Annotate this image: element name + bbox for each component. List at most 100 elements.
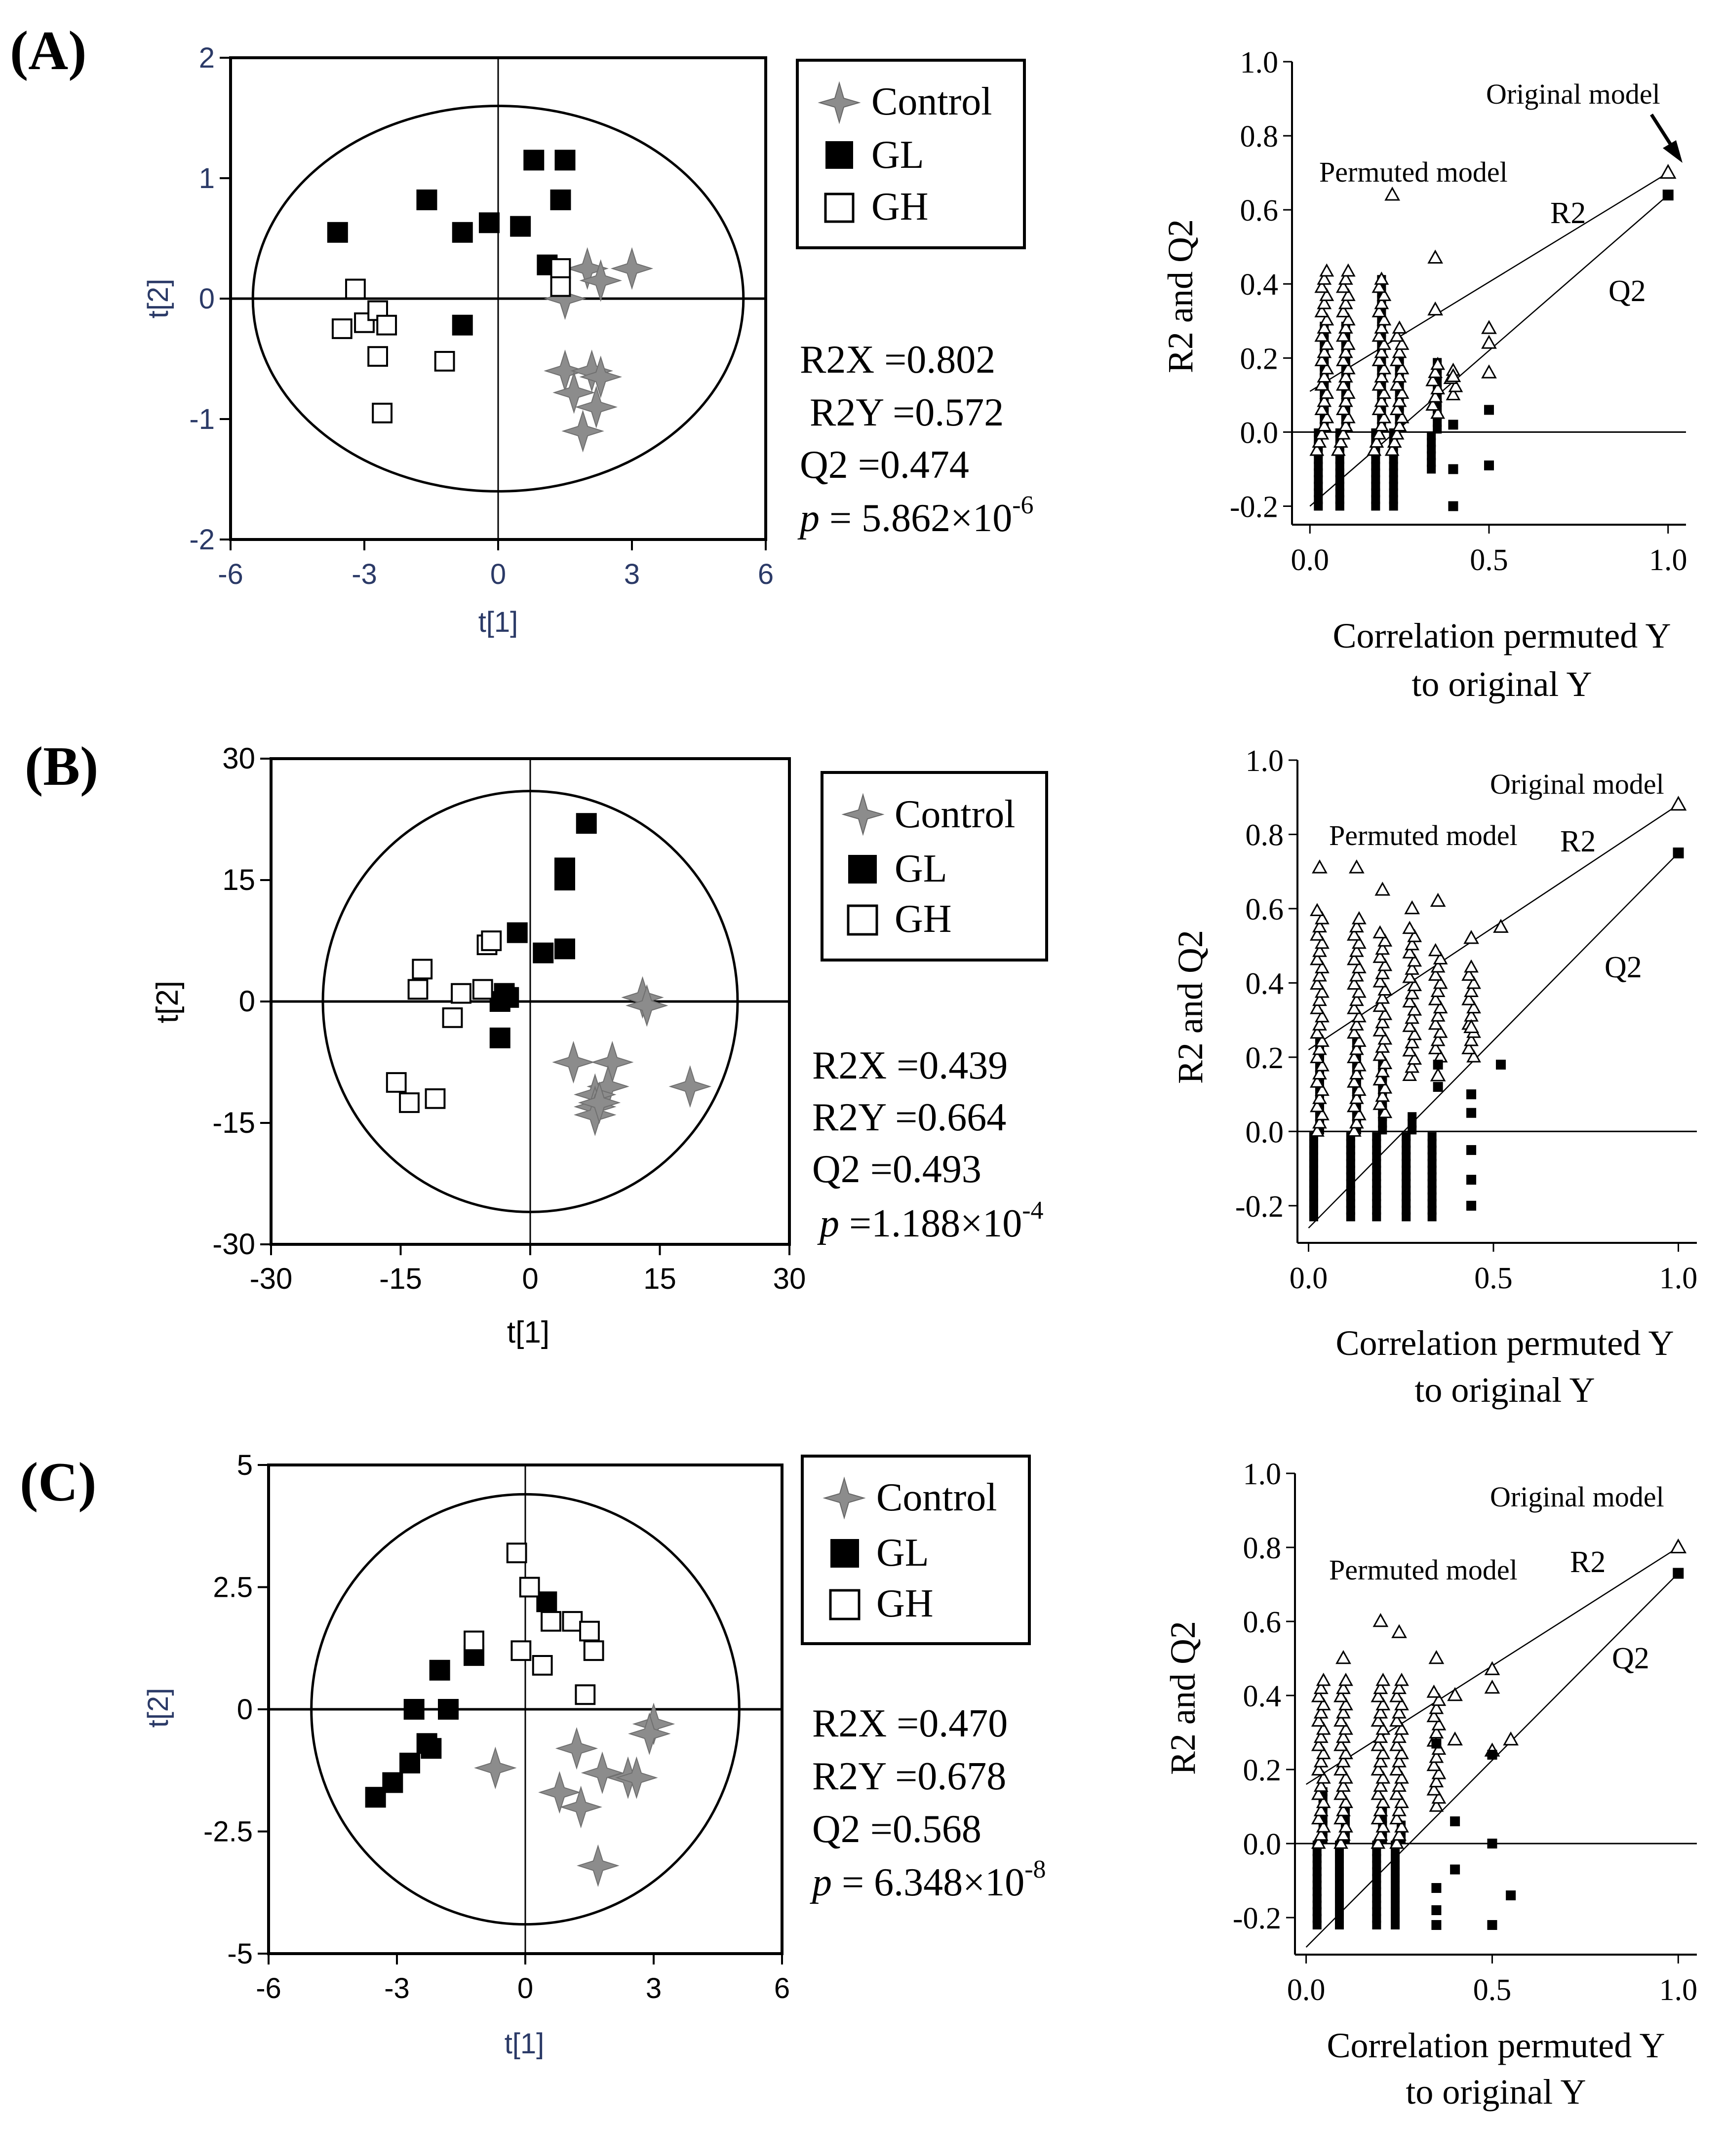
- q2-permuted-point: [1309, 1205, 1318, 1215]
- r2-permuted-point: [1315, 1107, 1330, 1120]
- x-axis-label: t[1]: [478, 606, 518, 638]
- q2-permuted-point: [1402, 1139, 1411, 1148]
- r2-permuted-point: [1430, 1033, 1446, 1046]
- r2-permuted-point: [1313, 1730, 1329, 1743]
- legend-control-label: Control: [871, 80, 992, 123]
- control-point: [577, 1844, 620, 1887]
- r2-permuted-point: [1374, 296, 1389, 309]
- p-mantissa: = 6.348×10: [832, 1861, 1024, 1904]
- r2-permuted-point: [1314, 377, 1330, 391]
- r2-permuted-point: [1389, 353, 1405, 366]
- r2-permuted-point: [1428, 967, 1443, 981]
- legend-control-label: Control: [876, 1476, 997, 1519]
- legend-control-marker: [818, 81, 861, 124]
- score-plot-marks: -6 -3 0 3 6 -2 -1 0 1 2: [189, 42, 774, 590]
- legend-gh-label: GH: [876, 1582, 934, 1625]
- r2-permuted-point: [1407, 1051, 1422, 1065]
- p-symbol: p: [810, 1861, 832, 1904]
- q2-permuted-point: [1402, 1179, 1411, 1188]
- control-point: [575, 385, 618, 428]
- r2-permuted-point: [1374, 418, 1389, 431]
- p-value: p = 5.862×10-6: [797, 491, 1034, 540]
- gh-point: [407, 979, 429, 1000]
- q2-permuted-point: [1402, 1165, 1411, 1175]
- r2-permuted-point: [1333, 1737, 1348, 1751]
- y-tick-label: 5: [237, 1449, 253, 1481]
- r2-permuted-point: [1310, 1123, 1325, 1137]
- r2-regression-line: [1309, 172, 1669, 392]
- r2-permuted-point: [1338, 271, 1353, 285]
- gl-point: [399, 1752, 420, 1773]
- q2-permuted-point: [1371, 501, 1380, 511]
- r2-permuted-point: [1377, 982, 1393, 996]
- r2-permuted-point: [1375, 1064, 1390, 1078]
- q2-permuted-point: [1487, 1839, 1497, 1848]
- r2-permuted-point: [1371, 1737, 1386, 1751]
- q2-permuted-point: [1371, 468, 1380, 477]
- r2-permuted-point: [1315, 984, 1330, 998]
- gh-point: [399, 1092, 420, 1113]
- q2-permuted-point: [1309, 1192, 1318, 1201]
- q2-permuted-point: [1450, 1864, 1460, 1875]
- x-tick-label: 0.0: [1290, 1262, 1328, 1295]
- r2-permuted-point: [1428, 992, 1443, 1005]
- r2-permuted-point: [1336, 1803, 1351, 1816]
- r2-permuted-point: [1340, 410, 1356, 424]
- r2-permuted-point: [1340, 288, 1356, 301]
- r2-permuted-point: [1309, 442, 1325, 456]
- r2-permuted-point: [1311, 1737, 1326, 1751]
- r2-permuted-point: [1348, 859, 1365, 874]
- q2-permuted-point: [1309, 1212, 1318, 1222]
- q2-permuted-point: [1408, 1112, 1417, 1121]
- q2-permuted-point: [1371, 481, 1380, 491]
- r2-permuted-point: [1335, 377, 1351, 391]
- gh-point: [575, 1684, 596, 1705]
- r2-permuted-point: [1333, 1835, 1348, 1849]
- r2-permuted-point: [1314, 279, 1330, 293]
- q2-permuted-point: [1431, 1883, 1442, 1893]
- q2-permuted-point: [1427, 1179, 1437, 1188]
- r2-permuted-point: [1394, 1746, 1409, 1760]
- q2-permuted-point: [1389, 462, 1398, 471]
- r2-permuted-point: [1384, 442, 1400, 456]
- q2-permuted-point: [1314, 468, 1323, 477]
- r2-permuted-point: [1430, 356, 1446, 370]
- legend-gl-marker: [830, 1539, 859, 1568]
- q2-permuted-point: [1427, 1159, 1437, 1168]
- control-point: [559, 1785, 602, 1829]
- r2-permuted-point: [1429, 1798, 1444, 1812]
- x-tick-label: 3: [624, 558, 640, 590]
- r2-permuted-point: [1371, 1689, 1386, 1702]
- y-tick-label: 1.0: [1240, 46, 1279, 79]
- r2-permuted-point: [1374, 271, 1389, 285]
- q2-permuted-point: [1346, 1165, 1355, 1175]
- r2-permuted-point: [1349, 944, 1364, 957]
- r2-permuted-point: [1349, 919, 1364, 933]
- legend-gl-marker: [825, 141, 853, 169]
- r2-permuted-point: [1377, 1031, 1393, 1045]
- r2x-value: R2X =0.802: [800, 338, 995, 382]
- x-axis-label: t[1]: [505, 2028, 545, 2060]
- r2-permuted-point: [1311, 1835, 1326, 1849]
- r2-permuted-point: [1315, 935, 1330, 949]
- q2-permuted-point: [1427, 464, 1436, 474]
- r2-permuted-point: [1331, 442, 1346, 456]
- r2-permuted-point: [1310, 952, 1325, 965]
- x-tick-label: -3: [384, 1972, 410, 2004]
- r2-permuted-point: [1310, 1001, 1325, 1014]
- q2-permuted-point: [1506, 1890, 1516, 1900]
- legend-control-label: Control: [895, 793, 1015, 836]
- permuted-model-label: Permuted model: [1329, 1554, 1518, 1586]
- r2-permuted-point: [1394, 361, 1410, 375]
- gh-point: [412, 959, 433, 980]
- r2-permuted-point: [1389, 402, 1405, 415]
- r2-permuted-point: [1375, 990, 1390, 1004]
- r2-original-point: [1659, 164, 1677, 179]
- r2-permuted-point: [1351, 1082, 1367, 1096]
- q2-line-label: Q2: [1612, 1642, 1649, 1675]
- legend-gl-label: GL: [895, 847, 947, 890]
- q2-permuted-point: [1389, 481, 1398, 491]
- model-stats: R2X =0.439 R2Y =0.664 Q2 =0.493 p =1.188…: [812, 1044, 1044, 1245]
- star-icon: [823, 1476, 866, 1520]
- gl-point: [452, 222, 473, 243]
